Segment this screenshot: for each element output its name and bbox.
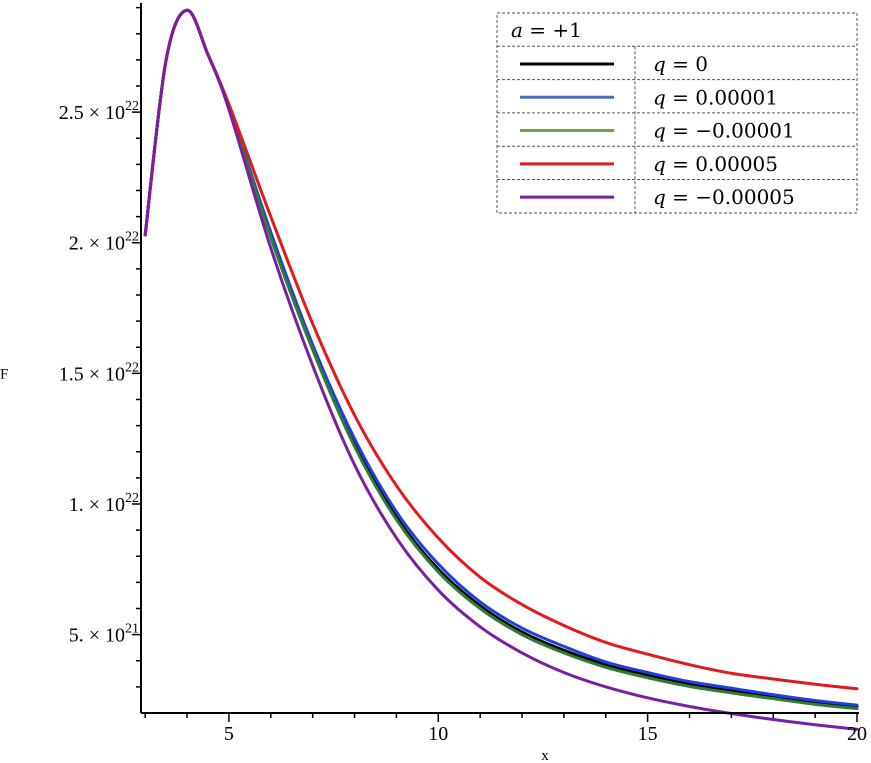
y-tick-label: 5. × 1021: [69, 622, 139, 647]
y-tick-label: 2. × 1022: [69, 230, 139, 255]
y-tick-label: 1. × 1022: [69, 491, 139, 516]
series-layer: [143, 8, 859, 731]
legend-entry-label: q = 0.00001: [653, 85, 778, 109]
legend-entry-label: q = −0.00005: [653, 185, 795, 209]
legend-header: a = +1: [511, 18, 582, 42]
legend-entry-label: q = −0.00001: [653, 119, 795, 143]
ticks-layer: 5 10 15 20 5. × 1021 1. × 1022 1.5 × 1022 2. × …: [59, 6, 867, 745]
x-tick-label: 10: [428, 723, 448, 745]
legend-entry-label: q = 0: [653, 52, 708, 76]
x-axis-label: x: [541, 748, 549, 763]
legend: a = +1 q = 0 q = 0.00001 q = −0.00001 q = 0.…: [496, 12, 858, 214]
y-tick-label: 2.5 × 1022: [59, 99, 139, 124]
y-axis-label: F: [0, 366, 8, 382]
series-line-q-neg-0-00005: [143, 8, 859, 731]
x-tick-label: 20: [847, 723, 867, 745]
axes-layer: [140, 3, 859, 714]
legend-entry-label: q = 0.00005: [653, 152, 778, 176]
x-tick-label: 5: [224, 723, 234, 745]
y-tick-label: 1.5 × 1022: [59, 360, 139, 385]
x-tick-label: 15: [638, 723, 658, 745]
